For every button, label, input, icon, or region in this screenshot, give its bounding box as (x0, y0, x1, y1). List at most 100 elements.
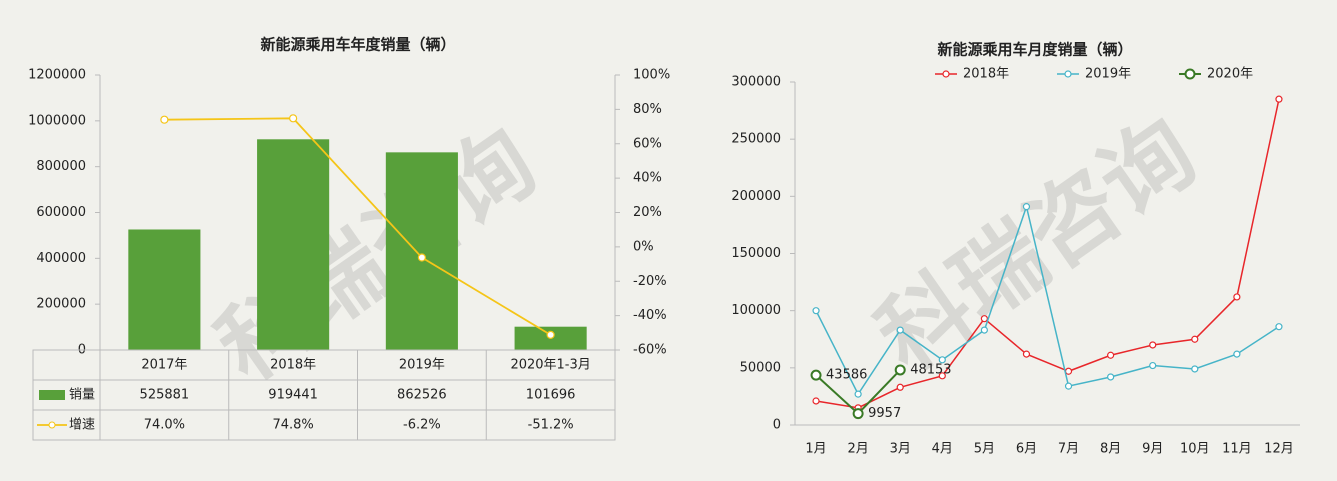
marker (894, 364, 906, 376)
table-cell: 74.0% (144, 418, 185, 433)
y2-tick-label: 60% (633, 136, 662, 151)
marker (854, 390, 862, 398)
y-tick-label: 50000 (740, 360, 781, 375)
marker (1233, 293, 1241, 301)
y2-tick-label: 100% (633, 68, 670, 83)
data-label: 9957 (868, 406, 901, 421)
legend-label: 2020年 (1207, 67, 1253, 82)
table-cell: 101696 (526, 388, 576, 403)
bar (128, 229, 201, 350)
marker (812, 397, 820, 405)
x-tick-label: 4月 (932, 442, 953, 457)
legend-label: 2019年 (1085, 67, 1131, 82)
marker (1107, 351, 1115, 359)
x-tick-label: 7月 (1058, 442, 1079, 457)
chart-title: 新能源乘用车月度销量（辆） (937, 41, 1132, 59)
y-tick-label: 100000 (731, 303, 781, 318)
x-tick-label: 9月 (1142, 442, 1163, 457)
watermark: 科瑞咨询 (859, 99, 1214, 392)
legend-label: 2018年 (963, 67, 1009, 82)
marker (980, 315, 988, 323)
table-cell: -6.2% (403, 418, 441, 433)
marker (1064, 382, 1073, 390)
x-tick-label: 2020年1-3月 (510, 358, 590, 373)
line (164, 117, 552, 336)
x-tick-label: 2018年 (270, 358, 316, 373)
y-tick-label: 0 (773, 418, 781, 433)
y-tick-label: 1000000 (28, 113, 86, 128)
marker (1022, 203, 1031, 211)
x-tick-label: 2月 (847, 442, 868, 457)
marker (1149, 361, 1157, 370)
legend-label: 销量 (69, 388, 95, 403)
y2-tick-label: 40% (633, 171, 662, 186)
table-cell: 862526 (397, 388, 447, 403)
table-cell: -51.2% (528, 418, 574, 433)
y-tick-label: 200000 (731, 189, 781, 204)
x-tick-label: 3月 (890, 442, 911, 457)
marker (417, 253, 426, 262)
y-tick-label: 800000 (36, 159, 86, 174)
y2-tick-label: -40% (633, 308, 667, 323)
x-tick-label: 11月 (1222, 442, 1252, 457)
line (815, 98, 1280, 409)
y-tick-label: 200000 (36, 297, 86, 312)
x-tick-label: 2019年 (399, 358, 445, 373)
marker (938, 356, 946, 364)
y-tick-label: 1200000 (28, 68, 86, 83)
y2-tick-label: -60% (633, 343, 667, 358)
x-tick-label: 8月 (1100, 442, 1121, 457)
marker (1233, 350, 1241, 358)
y2-tick-label: 20% (633, 205, 662, 220)
data-label: 43586 (826, 368, 867, 383)
marker (1149, 341, 1157, 349)
x-tick-label: 10月 (1180, 442, 1210, 457)
marker (1275, 323, 1283, 331)
y2-tick-label: -20% (633, 274, 667, 289)
y-tick-label: 300000 (731, 75, 781, 90)
x-tick-label: 5月 (974, 442, 995, 457)
watermark: 科瑞咨询 (199, 109, 554, 402)
marker (1191, 335, 1199, 343)
bar (257, 139, 330, 350)
marker (160, 115, 169, 124)
marker (896, 326, 904, 334)
data-label: 48153 (910, 362, 951, 377)
legend-swatch (1064, 70, 1072, 78)
y-tick-label: 150000 (731, 246, 781, 261)
marker (980, 326, 988, 334)
x-tick-label: 1月 (805, 442, 826, 457)
marker (812, 307, 820, 315)
marker (1022, 350, 1031, 358)
table-cell: 919441 (268, 388, 318, 403)
x-tick-label: 2017年 (141, 358, 187, 373)
marker (810, 369, 822, 381)
chart-title: 新能源乘用车年度销量（辆） (260, 36, 455, 54)
marker (1275, 95, 1283, 103)
marker (1064, 367, 1073, 375)
legend-swatch (48, 421, 56, 429)
legend-swatch (1184, 68, 1196, 80)
legend-swatch (39, 390, 65, 400)
y2-tick-label: 0% (633, 239, 654, 254)
legend-swatch (942, 70, 950, 78)
marker (546, 330, 555, 339)
legend-label: 增速 (69, 418, 95, 433)
x-tick-label: 12月 (1264, 442, 1294, 457)
marker (938, 372, 946, 380)
marker (1107, 373, 1115, 381)
y-tick-label: 250000 (731, 132, 781, 147)
line (815, 203, 1280, 396)
table-cell: 525881 (140, 388, 190, 403)
bar (385, 152, 458, 350)
table-cell: 74.8% (272, 418, 313, 433)
marker (289, 114, 298, 123)
y2-tick-label: 80% (633, 102, 662, 117)
y-tick-label: 400000 (36, 251, 86, 266)
marker (896, 383, 904, 391)
marker (852, 408, 864, 420)
x-tick-label: 6月 (1016, 442, 1037, 457)
y-tick-label: 600000 (36, 205, 86, 220)
